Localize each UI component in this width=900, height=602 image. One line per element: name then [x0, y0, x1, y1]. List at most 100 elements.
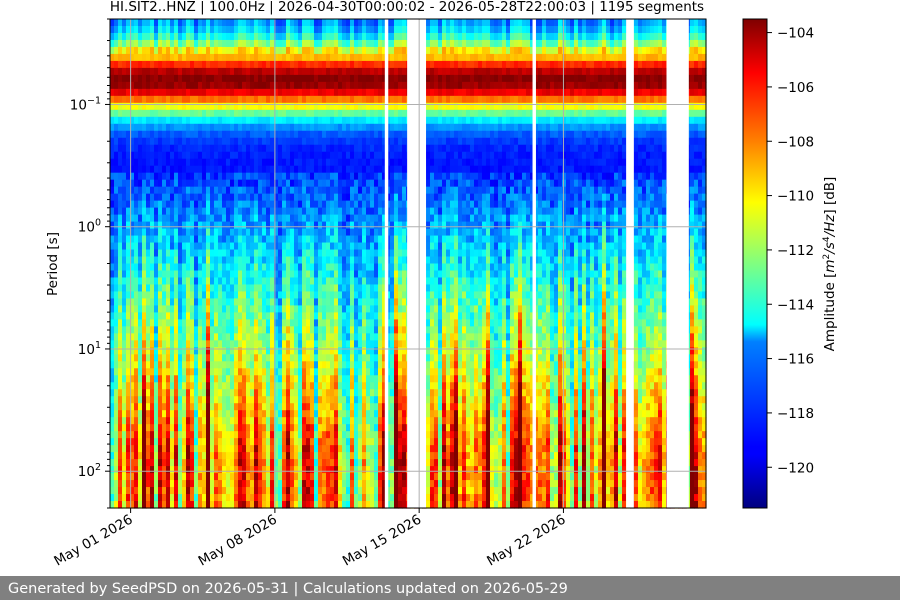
- heatmap-cell: [342, 494, 347, 502]
- heatmap-cell: [170, 361, 175, 369]
- heatmap-cell: [210, 123, 215, 132]
- heatmap-cell: [118, 144, 123, 153]
- heatmap-cell: [306, 81, 311, 90]
- heatmap-cell: [302, 382, 307, 390]
- heatmap-cell: [210, 298, 215, 307]
- heatmap-cell: [390, 193, 395, 202]
- heatmap-cell: [150, 67, 155, 76]
- heatmap-cell: [126, 32, 131, 41]
- heatmap-cell: [314, 354, 319, 362]
- heatmap-cell: [186, 102, 191, 111]
- heatmap-cell: [178, 81, 183, 90]
- heatmap-cell: [126, 452, 131, 460]
- heatmap-cell: [330, 403, 335, 411]
- heatmap-cell: [262, 116, 267, 125]
- heatmap-cell: [334, 494, 339, 502]
- heatmap-cell: [166, 445, 171, 453]
- heatmap-cell: [270, 431, 275, 439]
- heatmap-cell: [242, 375, 247, 383]
- heatmap-cell: [382, 389, 387, 397]
- heatmap-cell: [158, 256, 163, 265]
- heatmap-cell: [362, 193, 367, 202]
- heatmap-cell: [370, 361, 375, 369]
- heatmap-cell: [126, 361, 131, 369]
- heatmap-cell: [286, 53, 291, 62]
- heatmap-cell: [226, 459, 231, 467]
- heatmap-cell: [170, 130, 175, 139]
- heatmap-cell: [330, 214, 335, 223]
- heatmap-cell: [334, 116, 339, 125]
- heatmap-cell: [206, 410, 211, 418]
- heatmap-cell: [270, 459, 275, 467]
- heatmap-cell: [278, 403, 283, 411]
- heatmap-cell: [194, 270, 199, 279]
- heatmap-cell: [230, 144, 235, 153]
- chart-title: HI.SIT2..HNZ | 100.0Hz | 2026-04-30T00:0…: [110, 0, 704, 15]
- heatmap-cell: [378, 95, 383, 104]
- heatmap-cell: [122, 130, 127, 139]
- heatmap-cell: [390, 102, 395, 111]
- spectrogram-column: [198, 19, 203, 509]
- heatmap-cell: [290, 305, 295, 313]
- heatmap-cell: [266, 396, 271, 404]
- heatmap-cell: [218, 88, 223, 97]
- heatmap-cell: [118, 179, 123, 188]
- heatmap-cell: [146, 130, 151, 139]
- heatmap-cell: [110, 361, 115, 369]
- heatmap-cell: [278, 207, 283, 216]
- heatmap-cell: [158, 186, 163, 195]
- heatmap-cell: [354, 88, 359, 97]
- heatmap-cell: [354, 312, 359, 320]
- heatmap-cell: [270, 466, 275, 474]
- heatmap-cell: [294, 354, 299, 362]
- heatmap-cell: [330, 32, 335, 41]
- heatmap-cell: [206, 347, 211, 355]
- heatmap-cell: [118, 19, 123, 27]
- heatmap-cell: [170, 25, 175, 34]
- heatmap-cell: [242, 95, 247, 104]
- heatmap-cell: [186, 389, 191, 397]
- heatmap-cell: [194, 312, 199, 320]
- heatmap-cell: [182, 102, 187, 111]
- heatmap-cell: [370, 144, 375, 153]
- heatmap-cell: [206, 494, 211, 502]
- heatmap-cell: [374, 102, 379, 111]
- heatmap-cell: [178, 221, 183, 230]
- heatmap-cell: [298, 200, 303, 209]
- heatmap-cell: [310, 81, 315, 90]
- heatmap-cell: [386, 186, 391, 195]
- heatmap-cell: [154, 417, 159, 425]
- heatmap-cell: [146, 438, 151, 446]
- heatmap-cell: [366, 396, 371, 404]
- heatmap-cell: [242, 165, 247, 174]
- heatmap-cell: [154, 60, 159, 69]
- heatmap-cell: [174, 319, 179, 327]
- heatmap-cell: [370, 494, 375, 502]
- heatmap-cell: [110, 501, 115, 509]
- heatmap-cell: [218, 67, 223, 76]
- heatmap-cell: [246, 165, 251, 174]
- heatmap-cell: [170, 137, 175, 146]
- heatmap-cell: [310, 445, 315, 453]
- heatmap-cell: [382, 326, 387, 334]
- heatmap-cell: [270, 256, 275, 265]
- heatmap-cell: [186, 263, 191, 272]
- heatmap-cell: [134, 123, 139, 132]
- heatmap-cell: [346, 277, 351, 286]
- heatmap-cell: [290, 81, 295, 90]
- heatmap-cell: [266, 410, 271, 418]
- heatmap-cell: [110, 214, 115, 223]
- heatmap-cell: [218, 333, 223, 341]
- heatmap-cell: [382, 396, 387, 404]
- heatmap-cell: [250, 389, 255, 397]
- heatmap-cell: [306, 305, 311, 313]
- heatmap-cell: [378, 326, 383, 334]
- heatmap-cell: [162, 452, 167, 460]
- heatmap-cell: [150, 340, 155, 348]
- heatmap-cell: [210, 214, 215, 223]
- heatmap-cell: [294, 340, 299, 348]
- heatmap-cell: [210, 228, 215, 237]
- heatmap-cell: [174, 291, 179, 300]
- heatmap-cell: [198, 144, 203, 153]
- heatmap-cell: [206, 501, 211, 509]
